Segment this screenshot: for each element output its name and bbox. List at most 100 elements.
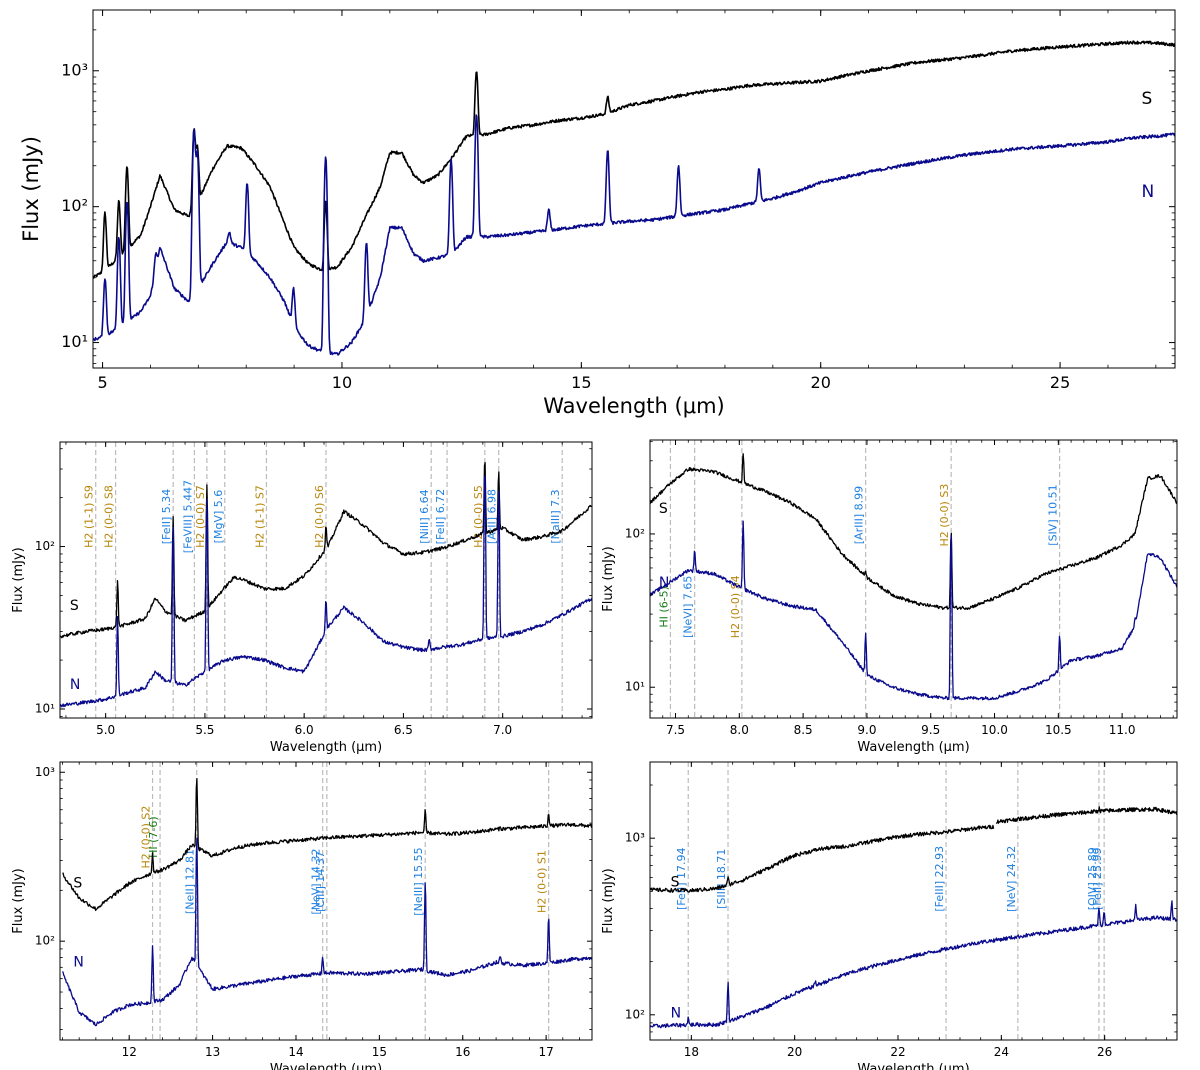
x-tick-label: 11.0 bbox=[1109, 723, 1136, 737]
x-tick-label: 15 bbox=[571, 373, 591, 392]
line-label-niii-6-64: [NiII] 6.64 bbox=[418, 489, 431, 543]
x-tick-label: 17 bbox=[538, 1045, 553, 1059]
x-axis-label: Wavelength (μm) bbox=[270, 1062, 382, 1070]
series-label-S: S bbox=[659, 501, 668, 517]
line-label-feii-6-72: [FeII] 6.72 bbox=[434, 489, 447, 545]
y-tick-label: 10³ bbox=[61, 60, 88, 79]
y-tick-label: 10³ bbox=[35, 765, 55, 779]
series-S2 bbox=[995, 806, 1177, 824]
line-label-feii-25-99: [FeII] 25.99 bbox=[1091, 847, 1104, 910]
line-label-mgv-5-6: [MgV] 5.6 bbox=[212, 490, 225, 544]
y-tick-label: 10³ bbox=[625, 831, 645, 845]
line-label-siv-10-51: [SIV] 10.51 bbox=[1047, 484, 1060, 545]
x-tick-label: 25 bbox=[1050, 373, 1070, 392]
series-N bbox=[650, 520, 1177, 701]
series-label-N: N bbox=[73, 954, 83, 970]
y-tick-label: 10² bbox=[35, 934, 55, 948]
x-tick-label: 6.5 bbox=[394, 723, 413, 737]
x-tick-label: 18 bbox=[684, 1045, 699, 1059]
line-label-arii-6-98: [ArII] 6.98 bbox=[486, 489, 499, 544]
x-axis-label: Wavelength (μm) bbox=[857, 740, 969, 755]
x-tick-label: 22 bbox=[890, 1045, 905, 1059]
x-tick-label: 9.0 bbox=[857, 723, 876, 737]
series-label-N: N bbox=[1141, 182, 1154, 202]
x-tick-label: 16 bbox=[455, 1045, 470, 1059]
x-tick-label: 20 bbox=[811, 373, 831, 392]
series-S bbox=[650, 824, 995, 893]
line-label-nev-24-32: [NeV] 24.32 bbox=[1005, 846, 1018, 912]
x-tick-label: 9.5 bbox=[921, 723, 940, 737]
series-N bbox=[650, 900, 1177, 1029]
line-label-h2-0-0-s3: H2 (0-0) S3 bbox=[938, 484, 951, 547]
x-tick-label: 5 bbox=[97, 373, 107, 392]
x-tick-label: 10.5 bbox=[1045, 723, 1072, 737]
x-axis-label: Wavelength (μm) bbox=[857, 1062, 969, 1070]
series-label-N: N bbox=[70, 677, 80, 693]
x-tick-label: 10.0 bbox=[981, 723, 1008, 737]
series-label-S: S bbox=[70, 598, 79, 614]
chart-panel4: [FeII] 17.94 [SIII] 18.71 [FeIII] 22.93 [Ne… bbox=[601, 761, 1178, 1070]
x-tick-label: 5.0 bbox=[96, 723, 115, 737]
plot-frame bbox=[59, 761, 593, 1041]
y-axis-label: Flux (mJy) bbox=[11, 868, 26, 934]
line-label-hi-6-5: HI (6-5) bbox=[657, 586, 670, 628]
series-N bbox=[93, 114, 1175, 356]
y-tick-label: 10² bbox=[35, 539, 55, 553]
chart-full: S N 5 10 15 20 25 10¹ 10² 10³ Wavelength (μm) Flux … bbox=[19, 9, 1176, 418]
series-label-S: S bbox=[73, 875, 82, 891]
series-label-N: N bbox=[659, 575, 669, 591]
plot-frame bbox=[59, 441, 593, 719]
series-group bbox=[650, 806, 1177, 1029]
series-S bbox=[93, 40, 1175, 279]
line-label-h2-0-0-s7: H2 (0-0) S7 bbox=[194, 485, 207, 548]
series-S bbox=[62, 778, 592, 912]
y-tick-label: 10¹ bbox=[35, 701, 55, 715]
series-group bbox=[61, 778, 592, 1027]
line-label-ariii-8-99: [ArIII] 8.99 bbox=[853, 486, 866, 544]
line-label-feviii-5-447: [FeVIII] 5.447 bbox=[181, 480, 194, 553]
y-tick-label: 10² bbox=[61, 196, 88, 215]
y-tick-label: 10¹ bbox=[61, 332, 88, 351]
line-label-hi-7-6: HI (7-6) bbox=[147, 816, 160, 858]
line-label-nev-14-32: [NeV] 14.32 bbox=[310, 848, 323, 914]
x-axis-label: Wavelength (μm) bbox=[270, 740, 382, 755]
plot-frame bbox=[649, 761, 1178, 1041]
y-tick-label: 10¹ bbox=[625, 680, 645, 694]
line-label-oiv-25-89: [OIV] 25.89 bbox=[1086, 847, 1099, 910]
y-axis-label: Flux (mJy) bbox=[601, 868, 616, 934]
chart-panel1: H2 (1-1) S9 H2 (0-0) S8 [FeII] 5.34 [FeVIII… bbox=[11, 441, 593, 755]
x-tick-label: 7.5 bbox=[666, 723, 685, 737]
series-N bbox=[60, 475, 592, 708]
x-tick-label: 15 bbox=[372, 1045, 387, 1059]
line-label-nevi-7-65: [NeVI] 7.65 bbox=[682, 576, 695, 638]
y-axis-label: Flux (mJy) bbox=[11, 547, 26, 613]
x-tick-label: 8.0 bbox=[730, 723, 749, 737]
x-tick-label: 20 bbox=[787, 1045, 802, 1059]
line-label-h2-0-0-s2: H2 (0-0) S2 bbox=[140, 806, 153, 869]
line-label-feii-17-94: [FeII] 17.94 bbox=[675, 847, 688, 910]
series-group bbox=[60, 461, 592, 708]
x-tick-label: 6.0 bbox=[295, 723, 314, 737]
y-tick-label: 10² bbox=[625, 1007, 645, 1021]
line-label-clii-14-37: [ClII] 14.37 bbox=[314, 851, 327, 912]
series-group bbox=[650, 453, 1177, 701]
line-label-neii-12-81: [NeII] 12.81 bbox=[184, 849, 197, 914]
plot-frame bbox=[649, 439, 1178, 719]
x-tick-label: 10 bbox=[332, 373, 352, 392]
series-label-S: S bbox=[1141, 89, 1152, 109]
x-tick-label: 26 bbox=[1097, 1045, 1112, 1059]
x-axis-label: Wavelength (μm) bbox=[543, 394, 724, 418]
series-S bbox=[650, 453, 1177, 611]
line-label-siii-18-71: [SIII] 18.71 bbox=[715, 849, 728, 909]
line-label-h2-0-0-s1: H2 (0-0) S1 bbox=[536, 850, 549, 913]
y-tick-label: 10² bbox=[625, 526, 645, 540]
x-tick-label: 13 bbox=[205, 1045, 220, 1059]
y-axis-label: Flux (mJy) bbox=[601, 546, 616, 612]
line-label-h2-1-1-s7: H2 (1-1) S7 bbox=[253, 485, 266, 548]
x-tick-label: 24 bbox=[994, 1045, 1009, 1059]
series-S bbox=[60, 461, 592, 639]
line-label-h2-0-0-s4: H2 (0-0) S4 bbox=[729, 575, 742, 638]
series-group bbox=[93, 40, 1175, 356]
line-label-naiii-7-3: [NaIII] 7.3 bbox=[549, 489, 562, 543]
